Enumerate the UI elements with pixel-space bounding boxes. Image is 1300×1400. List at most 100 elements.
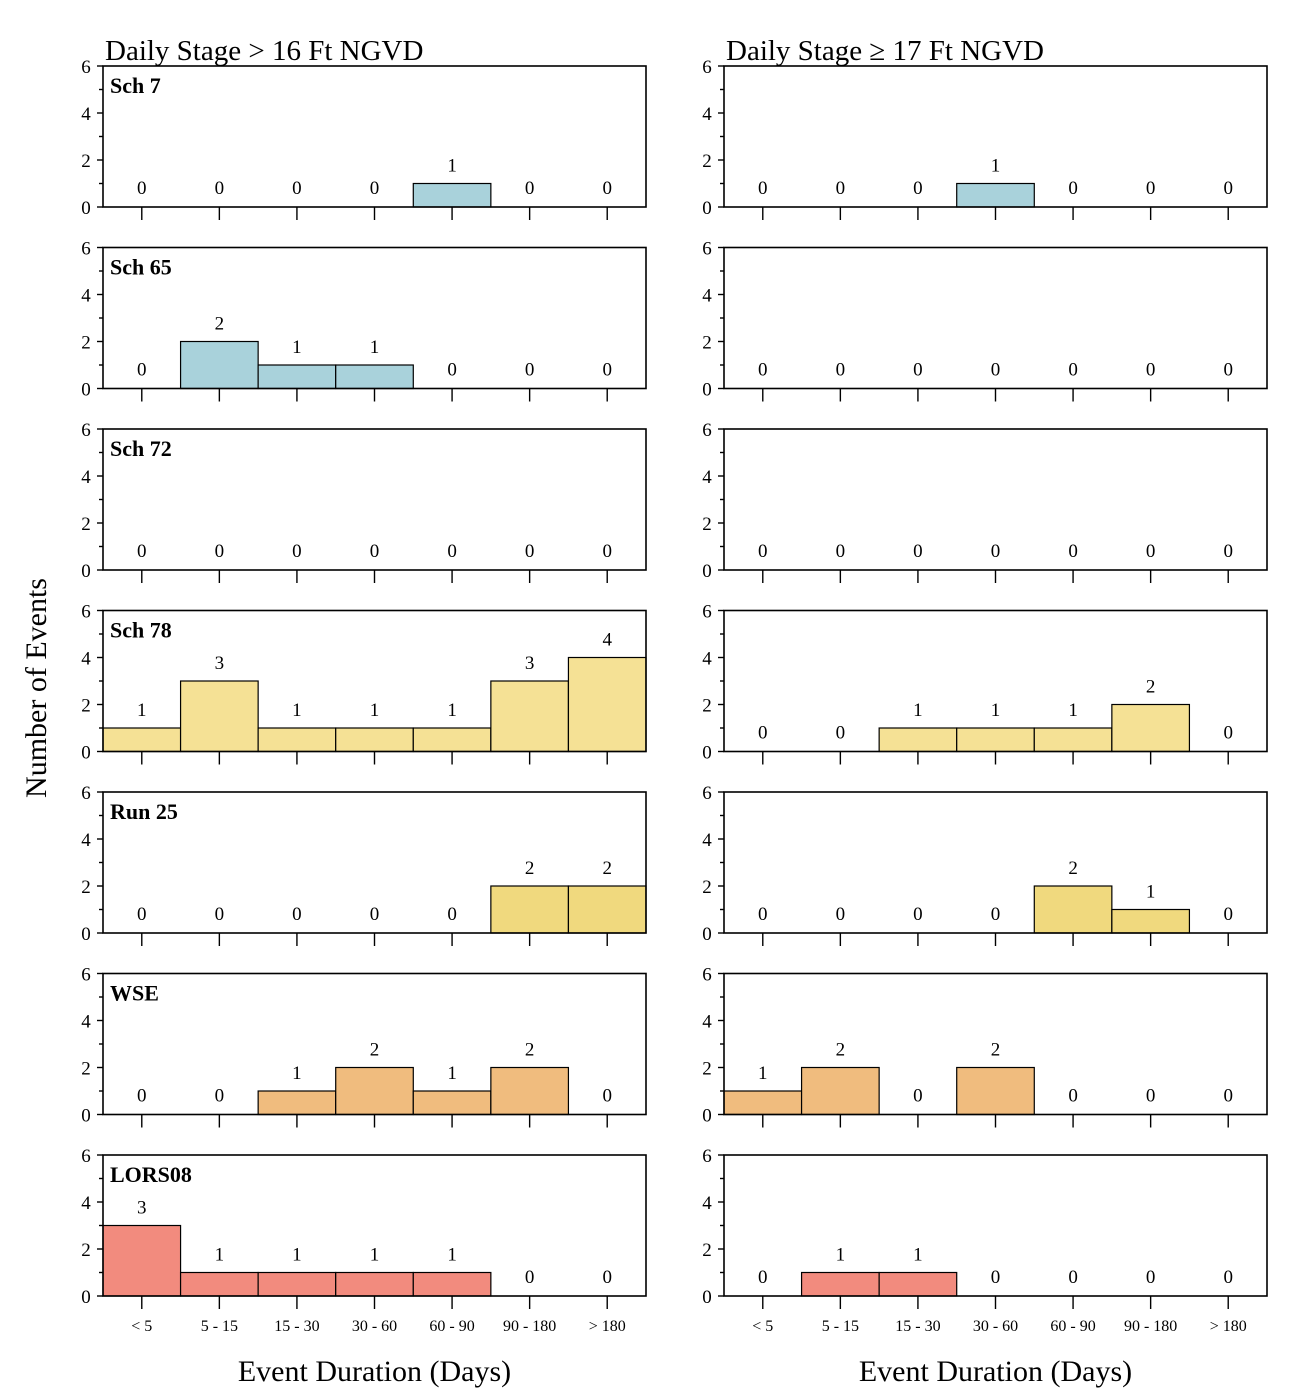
- data-label: 1: [137, 700, 147, 721]
- bar: [956, 1066, 1035, 1116]
- y-tick-label: 0: [81, 1106, 91, 1127]
- bar: [412, 1271, 492, 1297]
- data-label: 1: [447, 156, 457, 177]
- y-tick-label: 4: [81, 1012, 91, 1033]
- y-tick-label: 4: [702, 830, 712, 851]
- data-label: 0: [836, 360, 846, 381]
- y-tick-label: 4: [702, 104, 712, 125]
- data-label: 0: [525, 178, 535, 199]
- series-label: Sch 65: [110, 255, 172, 280]
- data-label: 0: [447, 360, 457, 381]
- y-tick-label: 6: [702, 239, 712, 260]
- data-label: 0: [137, 904, 147, 925]
- y-tick-label: 2: [81, 877, 91, 898]
- data-label: 1: [292, 1063, 302, 1084]
- data-label: 0: [525, 541, 535, 562]
- data-label: 2: [1146, 677, 1156, 698]
- data-label: 1: [370, 700, 380, 721]
- y-tick-label: 2: [81, 333, 91, 354]
- data-label: 3: [215, 653, 225, 674]
- data-label: 0: [1146, 1086, 1156, 1107]
- y-tick-label: 4: [81, 467, 91, 488]
- bar: [257, 1090, 337, 1116]
- data-label: 2: [215, 314, 225, 335]
- data-label: 0: [913, 541, 923, 562]
- y-tick-label: 2: [702, 1059, 712, 1080]
- data-label: 1: [991, 156, 1001, 177]
- data-label: 0: [370, 904, 380, 925]
- y-tick-label: 2: [81, 1059, 91, 1080]
- bar: [878, 1271, 958, 1297]
- data-label: 0: [137, 360, 147, 381]
- data-label: 0: [758, 541, 768, 562]
- y-tick-label: 6: [81, 783, 91, 804]
- data-label: 0: [991, 904, 1001, 925]
- x-tick-label: 30 - 60: [973, 1318, 1018, 1335]
- series-label: Sch 72: [110, 436, 172, 461]
- data-label: 0: [1223, 904, 1233, 925]
- data-label: 0: [370, 178, 380, 199]
- y-tick-label: 4: [702, 286, 712, 307]
- data-label: 1: [836, 1245, 846, 1266]
- data-label: 0: [913, 1086, 923, 1107]
- y-tick-label: 0: [81, 380, 91, 401]
- data-label: 0: [991, 541, 1001, 562]
- y-tick-label: 0: [702, 1106, 712, 1127]
- data-label: 4: [602, 630, 612, 651]
- data-label: 0: [602, 541, 612, 562]
- y-tick-label: 2: [702, 151, 712, 172]
- bar: [800, 1271, 880, 1297]
- data-label: 0: [602, 360, 612, 381]
- y-tick-label: 4: [702, 1193, 712, 1214]
- y-tick-label: 0: [81, 1287, 91, 1308]
- series-label: Sch 7: [110, 73, 161, 98]
- data-label: 0: [292, 541, 302, 562]
- data-label: 0: [137, 541, 147, 562]
- y-tick-label: 2: [81, 151, 91, 172]
- series-label: Sch 78: [110, 618, 172, 643]
- data-label: 2: [836, 1040, 846, 1061]
- data-label: 0: [758, 904, 768, 925]
- data-label: 0: [1146, 541, 1156, 562]
- data-label: 1: [215, 1245, 225, 1266]
- y-tick-label: 4: [81, 1193, 91, 1214]
- data-label: 1: [292, 337, 302, 358]
- y-tick-label: 0: [81, 743, 91, 764]
- y-tick-label: 4: [81, 649, 91, 670]
- data-label: 0: [215, 178, 225, 199]
- data-label: 0: [913, 178, 923, 199]
- bar: [490, 680, 570, 753]
- bar: [956, 727, 1035, 753]
- bar: [179, 1271, 259, 1297]
- y-tick-label: 6: [81, 420, 91, 441]
- data-label: 0: [602, 178, 612, 199]
- bar: [723, 1090, 803, 1116]
- data-label: 0: [525, 360, 535, 381]
- y-tick-label: 2: [81, 1240, 91, 1261]
- data-label: 0: [1223, 541, 1233, 562]
- data-label: 1: [292, 1245, 302, 1266]
- y-tick-label: 4: [702, 649, 712, 670]
- x-tick-label: < 5: [131, 1318, 152, 1335]
- bar: [1033, 727, 1113, 753]
- y-tick-label: 4: [702, 467, 712, 488]
- bar: [179, 680, 259, 753]
- data-label: 2: [1068, 858, 1078, 879]
- data-label: 0: [758, 178, 768, 199]
- data-label: 0: [1223, 178, 1233, 199]
- data-label: 0: [913, 904, 923, 925]
- data-label: 0: [836, 904, 846, 925]
- x-tick-label: 90 - 180: [503, 1318, 556, 1335]
- data-label: 0: [1223, 1267, 1233, 1288]
- y-tick-label: 2: [702, 696, 712, 717]
- series-label: LORS08: [110, 1162, 192, 1187]
- y-tick-label: 0: [81, 198, 91, 219]
- data-label: 3: [137, 1198, 147, 1219]
- data-label: 0: [215, 1086, 225, 1107]
- y-tick-label: 6: [702, 965, 712, 986]
- data-label: 1: [1146, 882, 1156, 903]
- x-tick-label: 60 - 90: [429, 1318, 474, 1335]
- bar: [335, 364, 414, 390]
- data-label: 1: [370, 1245, 380, 1266]
- data-label: 0: [913, 360, 923, 381]
